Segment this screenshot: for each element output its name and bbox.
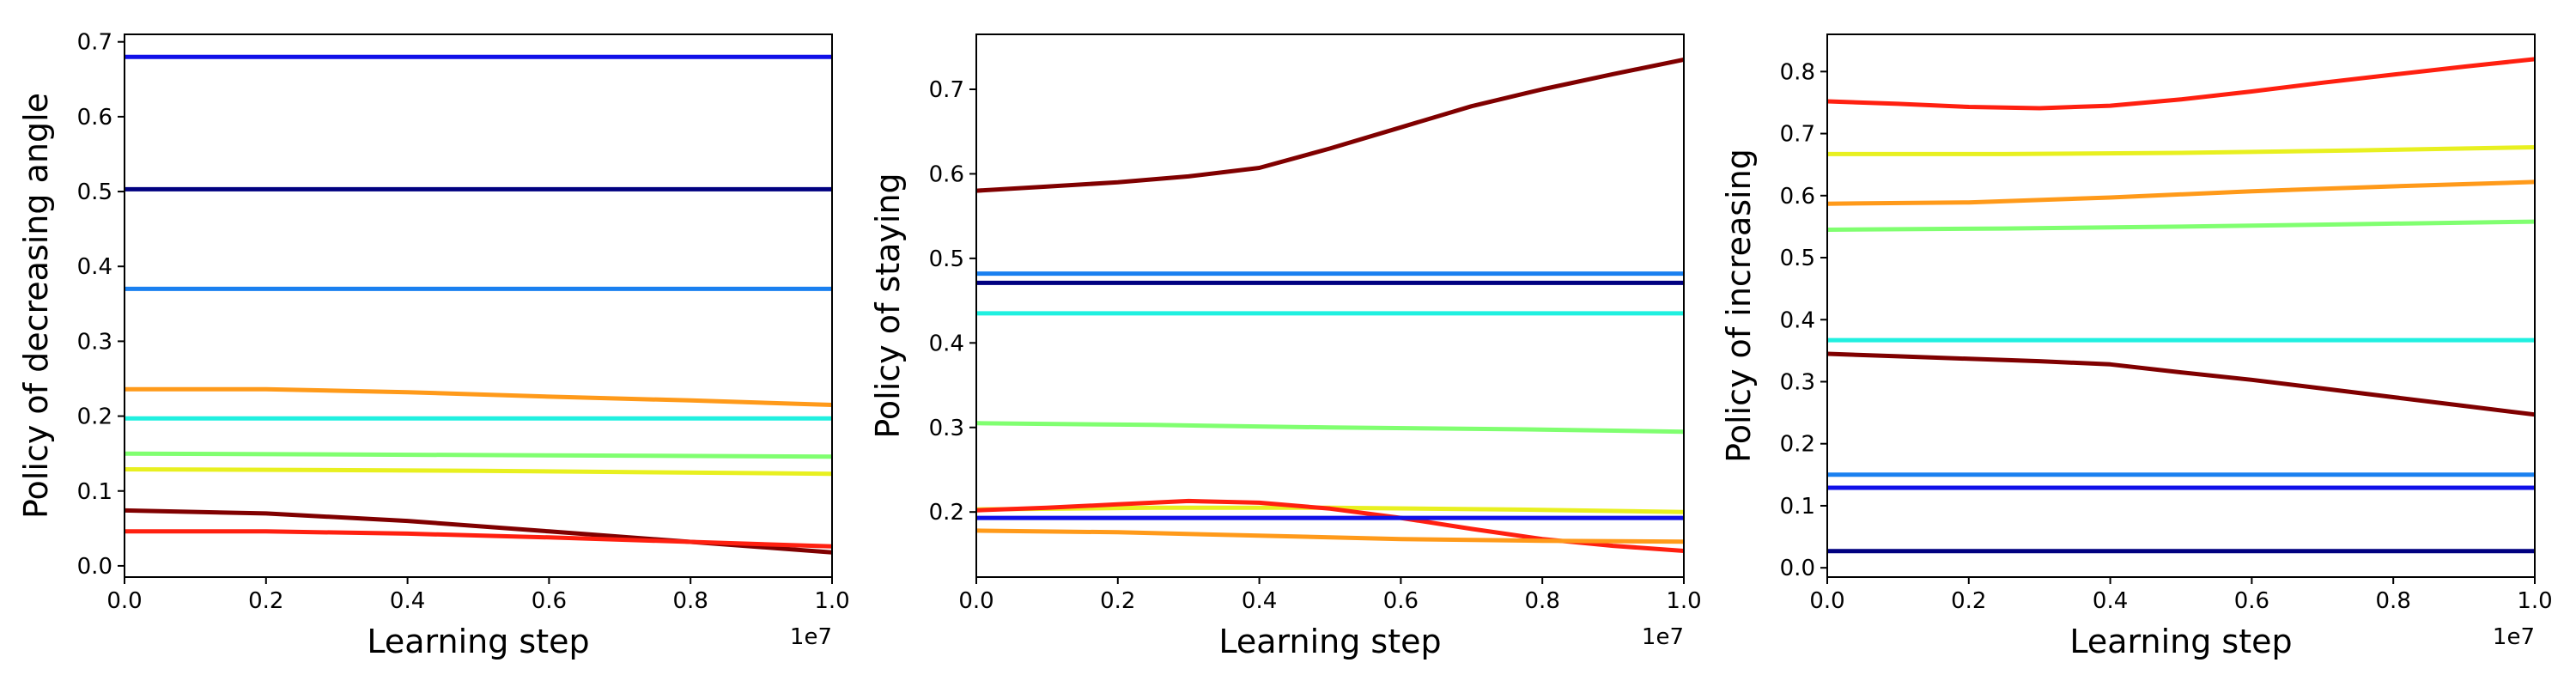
- x-tick-label: 0.4: [1242, 588, 1277, 614]
- y-axis-label: Policy of increasing: [1720, 149, 1758, 463]
- y-tick-label: 0.2: [77, 404, 112, 430]
- y-tick-label: 0.3: [1780, 369, 1815, 395]
- y-tick-label: 0.7: [1780, 122, 1815, 148]
- series-group: [1827, 57, 2535, 554]
- y-tick-label: 0.8: [1780, 59, 1815, 85]
- x-offset-label: 1e7: [1642, 624, 1684, 650]
- plot-frame: [975, 33, 1685, 578]
- y-tick-label: 0.4: [929, 331, 964, 356]
- x-tick-label: 0.8: [1525, 588, 1560, 614]
- series-line-1: [976, 58, 1684, 193]
- y-tick-label: 0.1: [77, 479, 112, 505]
- x-tick-label: 0.0: [958, 588, 993, 614]
- panel-staying: 0.0 0.2 0.4 0.6 0.8 1.0 0.2 0.3 0.4 0.5 0.6 0.7 Lear…: [869, 33, 1702, 660]
- y-tick-label: 0.0: [77, 554, 112, 580]
- x-tick-label: 0.2: [1951, 588, 1986, 614]
- x-tick-label: 0.6: [1383, 588, 1419, 614]
- x-tick-label: 0.0: [106, 588, 142, 614]
- y-tick-label: 0.1: [1780, 494, 1815, 520]
- series-line-4: [125, 386, 832, 407]
- y-tick-label: 0.2: [929, 500, 964, 526]
- y-axis-label: Policy of staying: [869, 173, 907, 438]
- series-line-9: [976, 528, 1684, 544]
- x-tick-label: 0.6: [532, 588, 567, 614]
- series-line-2: [1827, 145, 2535, 156]
- series-line-1: [1827, 57, 2535, 111]
- panel-decreasing-angle: 0.0 0.2 0.4 0.6 0.8 1.0 0.0 0.1 0.2 0.3 0.4 0.5 0.6 0…: [17, 30, 850, 660]
- x-tick-label: 1.0: [2517, 588, 2552, 614]
- y-tick-label: 0.5: [929, 246, 964, 272]
- series-line-6: [125, 451, 832, 459]
- plot-frame: [124, 33, 833, 578]
- y-tick-label: 0.0: [1780, 556, 1815, 581]
- x-tick-label: 0.8: [673, 588, 708, 614]
- y-tick-label: 0.5: [1780, 246, 1815, 271]
- x-tick-label: 1.0: [1666, 588, 1701, 614]
- series-line-3: [1827, 179, 2535, 206]
- x-tick-label: 0.4: [390, 588, 425, 614]
- y-tick-label: 0.5: [77, 179, 112, 205]
- x-tick-label: 0.2: [1100, 588, 1135, 614]
- x-axis-label: Learning step: [1218, 623, 1441, 660]
- series-line-4: [1827, 219, 2535, 232]
- x-tick-label: 0.6: [2234, 588, 2269, 614]
- x-offset-label: 1e7: [790, 624, 832, 650]
- x-tick-label: 0.2: [248, 588, 283, 614]
- x-axis-label: Learning step: [367, 623, 589, 660]
- x-offset-label: 1e7: [2493, 624, 2535, 650]
- y-tick-label: 0.3: [77, 329, 112, 355]
- y-tick-label: 0.6: [929, 161, 964, 187]
- y-tick-label: 0.7: [929, 77, 964, 103]
- y-tick-label: 0.2: [1780, 432, 1815, 458]
- y-tick-label: 0.6: [77, 105, 112, 131]
- y-tick-label: 0.4: [77, 254, 112, 280]
- y-axis-label: Policy of decreasing angle: [17, 93, 55, 519]
- x-axis-label: Learning step: [2069, 623, 2292, 660]
- series-group: [976, 58, 1684, 553]
- x-tick-label: 1.0: [814, 588, 849, 614]
- x-tick-label: 0.0: [1809, 588, 1844, 614]
- y-tick-label: 0.4: [1780, 307, 1815, 333]
- series-line-5: [976, 421, 1684, 435]
- plot-frame: [1826, 33, 2536, 578]
- y-tick-label: 0.3: [929, 416, 964, 441]
- series-line-7: [125, 467, 832, 477]
- x-tick-label: 0.8: [2376, 588, 2411, 614]
- panel-increasing: 0.0 0.2 0.4 0.6 0.8 1.0 0.0 0.1 0.2 0.3 0.4 0.5 0.6 0…: [1720, 33, 2553, 660]
- x-tick-label: 0.4: [2093, 588, 2128, 614]
- y-tick-label: 0.7: [77, 30, 112, 56]
- series-group: [125, 54, 832, 555]
- y-tick-label: 0.6: [1780, 184, 1815, 210]
- series-line-9: [125, 529, 832, 549]
- series-line-6: [1827, 351, 2535, 417]
